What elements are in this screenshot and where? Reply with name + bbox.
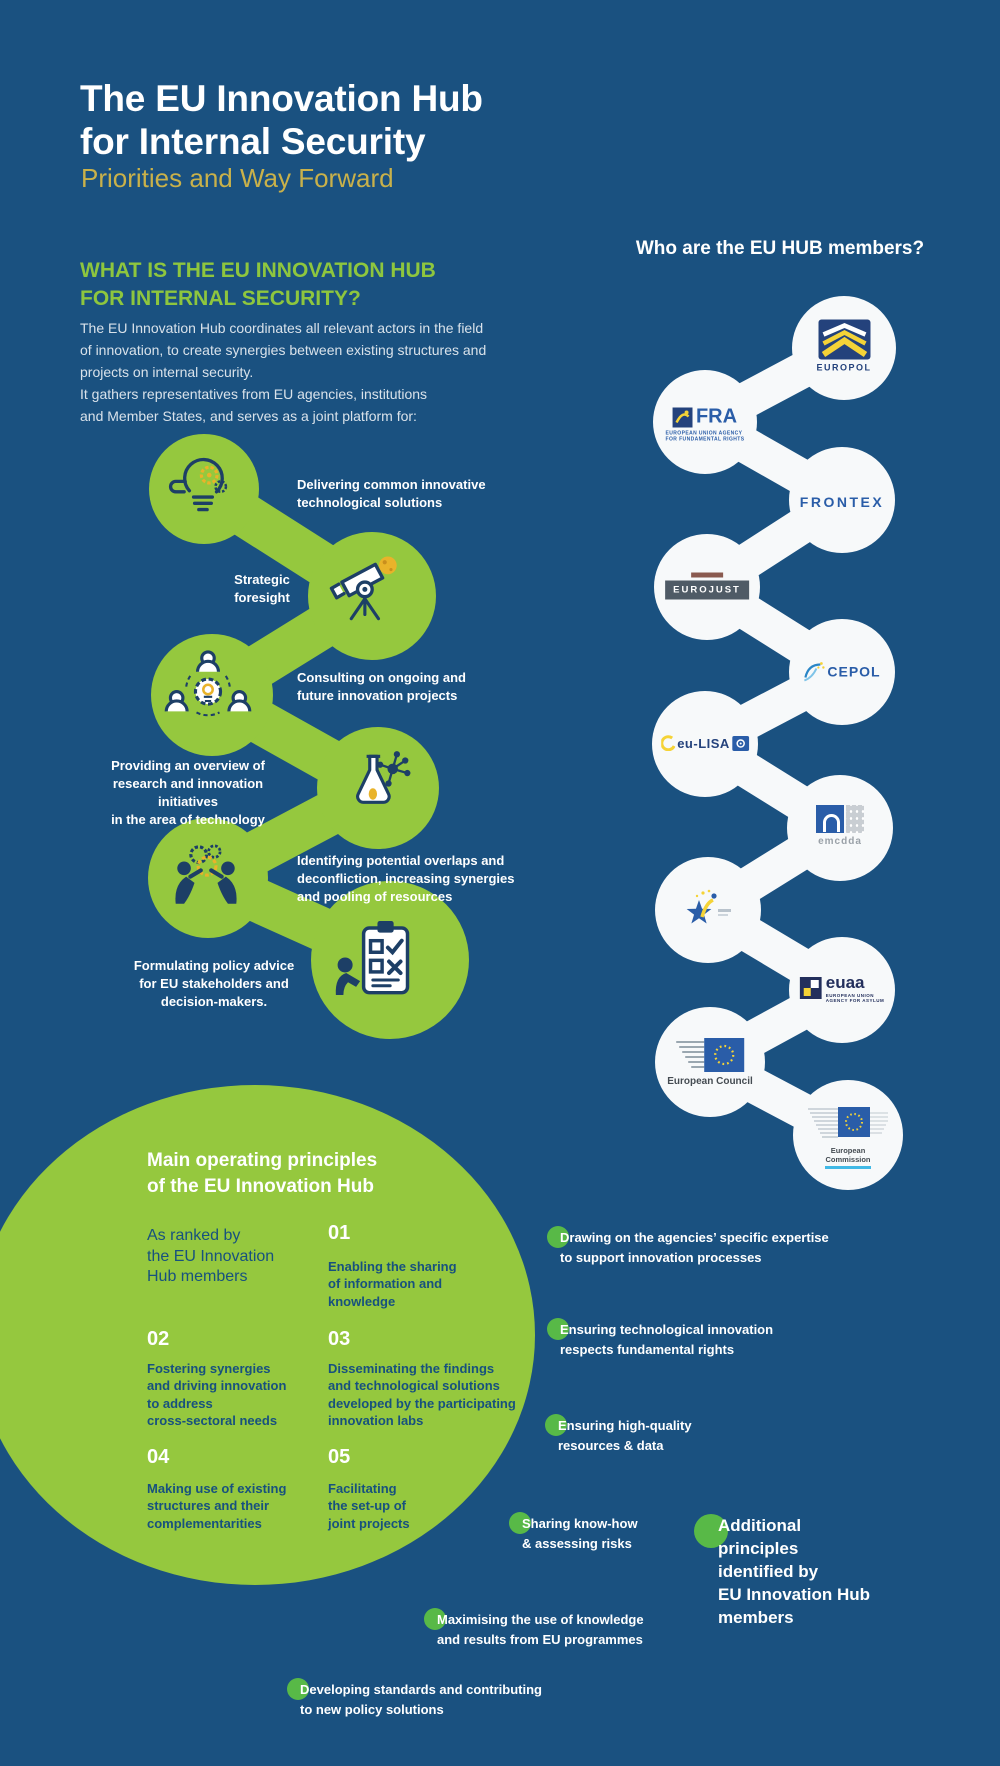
member-logo-euaa: euaa EUROPEAN UNION AGENCY FOR ASYLUM — [799, 973, 885, 1003]
additional-principles-callout: Additional principles identified by EU I… — [694, 1514, 870, 1629]
member-caption: EUROPEAN UNION AGENCY FOR FUNDAMENTAL RI… — [665, 430, 745, 443]
member-logo-european-commission: European Commission — [804, 1101, 892, 1169]
lightbulb-gears-icon — [157, 438, 251, 537]
principle-number: 01 — [328, 1222, 351, 1244]
principle-text: Facilitating the set-up of joint project… — [328, 1481, 410, 1531]
member-caption: EUROPEAN UNION AGENCY FOR ASYLUM — [825, 993, 885, 1003]
member-name: FRONTEX — [799, 494, 885, 510]
principle-text: Disseminating the findings and technolog… — [328, 1361, 516, 1428]
principle-text: Fostering synergies and driving innovati… — [147, 1361, 287, 1428]
principle-text: Enabling the sharing of information and … — [328, 1259, 457, 1309]
telescope-icon — [321, 545, 415, 644]
member-name: emcdda — [818, 836, 862, 847]
member-name: CEPOL — [827, 663, 881, 679]
what-section-body: The EU Innovation Hub coordinates all re… — [80, 320, 487, 424]
cepol-swirl-icon — [803, 662, 825, 682]
additional-bullet: Ensuring high-quality resources & data — [545, 1414, 692, 1456]
member-name: euaa — [825, 973, 865, 992]
fra-emblem-icon — [672, 407, 693, 427]
emcdda-dots-icon — [846, 805, 864, 833]
bullet-dot-icon — [509, 1512, 531, 1534]
eurojust-bar-icon — [690, 572, 723, 578]
page-title: The EU Innovation Hub for Internal Secur… — [80, 77, 483, 162]
members-section-heading: Who are the EU HUB members? — [635, 238, 925, 259]
member-name: EUROPOL — [816, 362, 872, 373]
emcdda-arch-icon — [816, 805, 844, 833]
bullet-dot-icon — [287, 1678, 309, 1700]
principles-title: Main operating principles of the EU Inno… — [147, 1150, 378, 1197]
member-logo-star-emblem — [682, 886, 734, 930]
page-subtitle: Priorities and Way Forward — [81, 163, 394, 193]
additional-bullet: Developing standards and contributing to… — [287, 1678, 542, 1720]
platform-label: Delivering common innovative technologic… — [297, 477, 486, 510]
what-section-heading: WHAT IS THE EU INNOVATION HUB FOR INTERN… — [80, 259, 436, 311]
principle-number: 03 — [328, 1328, 351, 1350]
member-logo-fra: FRA EUROPEAN UNION AGENCY FOR FUNDAMENTA… — [666, 406, 745, 443]
member-logo-europol: EUROPOL — [816, 319, 872, 373]
people-around-gear-icon — [161, 643, 255, 742]
member-name: FRA — [695, 405, 738, 428]
council-emblem-icon — [676, 1038, 744, 1072]
platform-label: Strategic foresight — [234, 572, 290, 605]
commission-emblem-icon — [808, 1107, 888, 1138]
clipboard-checklist-icon — [322, 910, 426, 1019]
member-logo-eu-lisa: eu-LISA — [661, 735, 749, 751]
member-logo-european-council: European Council — [667, 1037, 753, 1087]
bullet-dot-icon — [545, 1414, 567, 1436]
principles-ranked-note: As ranked by the EU Innovation Hub membe… — [147, 1227, 275, 1285]
platform-label: Consulting on ongoing and future innovat… — [297, 670, 466, 703]
europol-emblem-icon — [817, 319, 870, 360]
member-logo-eurojust: EUROJUST — [665, 572, 749, 600]
principle-number: 04 — [147, 1446, 170, 1468]
member-name: European Council — [667, 1076, 753, 1087]
bullet-dot-icon — [547, 1318, 569, 1340]
callout-dot-icon — [694, 1514, 728, 1548]
flask-molecule-icon — [329, 737, 423, 836]
star-figure-icon — [686, 889, 731, 924]
additional-bullet: Maximising the use of knowledge and resu… — [424, 1608, 644, 1650]
platform-label: Identifying potential overlaps and decon… — [297, 853, 515, 904]
commission-underline-icon — [825, 1166, 871, 1169]
platform-label: Formulating policy advice for EU stakeho… — [133, 958, 295, 1009]
principle-text: Making use of existing structures and th… — [147, 1481, 287, 1531]
member-logo-cepol: CEPOL — [803, 661, 880, 682]
eu-lisa-swoosh-icon — [661, 735, 676, 751]
member-name: eu-LISA — [677, 735, 730, 751]
principle-number: 02 — [147, 1328, 170, 1350]
platform-label: Providing an overview of research and in… — [111, 758, 265, 827]
member-logo-emcdda: emcdda — [816, 805, 864, 847]
principle-number: 05 — [328, 1446, 351, 1468]
member-logo-frontex: FRONTEX — [800, 494, 884, 510]
additional-bullet: Ensuring technological innovation respec… — [547, 1318, 773, 1360]
member-name: European Commission — [825, 1146, 871, 1164]
bullet-dot-icon — [424, 1608, 446, 1630]
eu-lisa-badge-icon — [731, 735, 749, 751]
member-name: EUROJUST — [665, 580, 749, 600]
euaa-emblem-icon — [799, 977, 822, 999]
people-carrying-gears-icon — [159, 827, 253, 926]
additional-bullet: Drawing on the agencies’ specific expert… — [547, 1226, 829, 1268]
additional-bullet: Sharing know-how & assessing risks — [509, 1512, 638, 1554]
bullet-dot-icon — [547, 1226, 569, 1248]
